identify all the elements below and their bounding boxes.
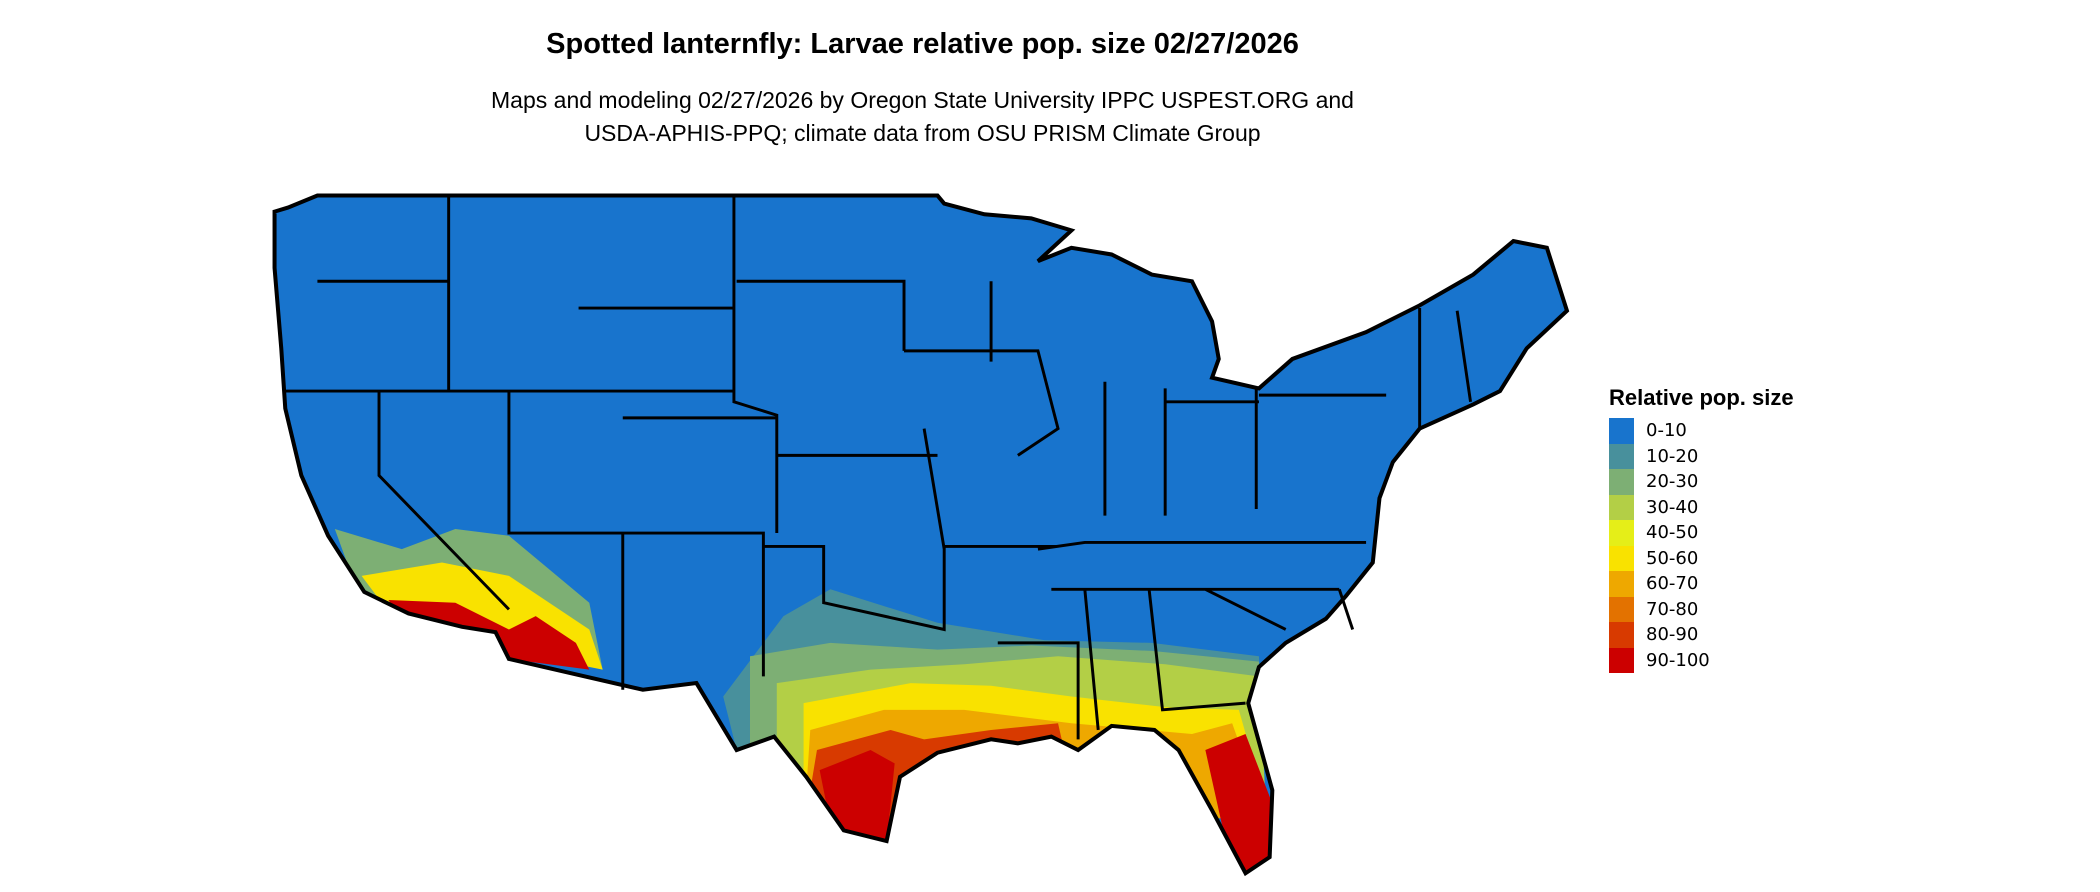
legend-label: 50-60 [1646,547,1699,569]
legend-swatch [1609,418,1634,444]
legend-label: 10-20 [1646,445,1699,467]
legend-title: Relative pop. size [1609,385,1794,410]
legend-label: 0-10 [1646,420,1687,442]
legend-swatch [1609,443,1634,469]
legend-label: 90-100 [1646,649,1710,671]
legend-label: 80-90 [1646,624,1699,646]
legend-label: 60-70 [1646,573,1699,595]
zone-90-100 [819,733,1273,871]
map-subtitle: Maps and modeling 02/27/2026 by Oregon S… [0,84,1845,150]
legend-swatch [1609,571,1634,597]
legend-swatch [1609,647,1634,673]
legend-item: 70-80 [1609,596,1794,622]
legend-swatch [1609,494,1634,520]
legend-swatch [1609,469,1634,495]
legend-swatch [1609,520,1634,546]
legend-swatch [1609,545,1634,571]
legend-item: 20-30 [1609,469,1794,495]
subtitle-line: Maps and modeling 02/27/2026 by Oregon S… [491,87,1354,113]
legend-label: 20-30 [1646,471,1699,493]
legend-item: 10-20 [1609,443,1794,469]
legend-label: 70-80 [1646,598,1699,620]
legend-item: 90-100 [1609,647,1794,673]
legend-item: 30-40 [1609,494,1794,520]
legend-item: 60-70 [1609,571,1794,597]
legend-swatch [1609,622,1634,648]
legend-swatch [1609,596,1634,622]
map-title: Spotted lanternfly: Larvae relative pop.… [546,28,1299,60]
legend-item: 0-10 [1609,418,1794,444]
legend-item: 50-60 [1609,545,1794,571]
state-borders [275,196,1567,874]
legend-item: 80-90 [1609,622,1794,648]
legend-label: 30-40 [1646,496,1699,518]
legend-item: 40-50 [1609,520,1794,546]
legend-label: 40-50 [1646,522,1699,544]
legend: Relative pop. size 0-10 10-20 20-30 30-40 40… [1609,385,1794,673]
subtitle-line: USDA-APHIS-PPQ; climate data from OSU PR… [584,120,1261,146]
